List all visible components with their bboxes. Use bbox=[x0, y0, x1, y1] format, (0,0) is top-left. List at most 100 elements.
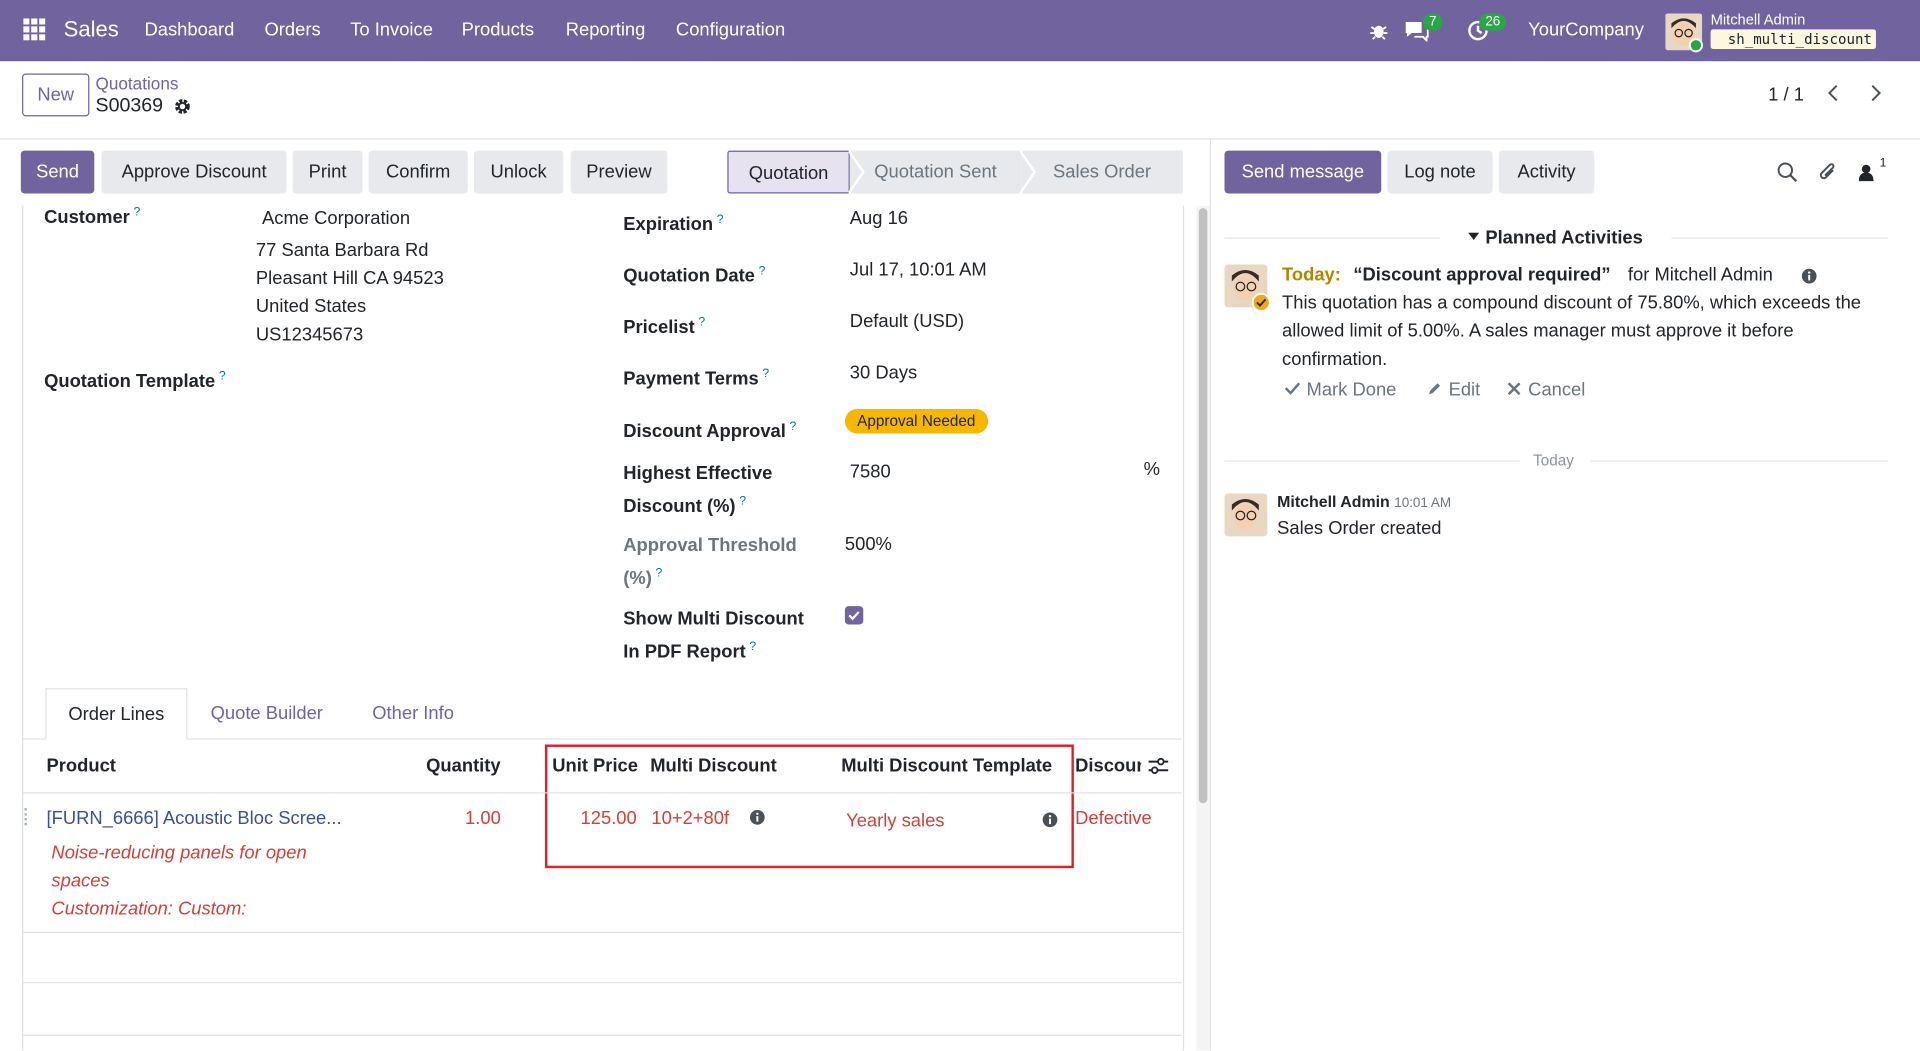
field-suffix: % bbox=[1143, 459, 1161, 481]
column-header[interactable]: Quantity bbox=[426, 755, 501, 777]
search-icon[interactable] bbox=[1777, 162, 1799, 184]
tab[interactable]: Other Info bbox=[372, 702, 454, 724]
action-label: Cancel bbox=[1528, 379, 1586, 401]
help-marker[interactable]: ? bbox=[739, 494, 747, 509]
help-marker[interactable]: ? bbox=[749, 640, 757, 654]
action-button[interactable]: Print bbox=[292, 150, 363, 194]
menu-item[interactable]: To Invoice bbox=[350, 19, 433, 41]
app-name[interactable]: Sales bbox=[63, 17, 119, 42]
help-marker[interactable]: ? bbox=[762, 367, 770, 381]
followers-icon[interactable] bbox=[1858, 164, 1876, 182]
company-name[interactable]: YourCompany bbox=[1528, 19, 1644, 41]
message-time: 10:01 AM bbox=[1394, 495, 1452, 511]
column-header[interactable]: Discount bbox=[1075, 755, 1141, 777]
breadcrumb-parent[interactable]: Quotations bbox=[95, 73, 179, 94]
info-icon[interactable] bbox=[1042, 812, 1058, 834]
separator-line bbox=[1671, 237, 1889, 239]
field-label: Payment Terms? bbox=[623, 360, 816, 393]
chatter-button[interactable]: Log note bbox=[1387, 150, 1493, 194]
help-marker[interactable]: ? bbox=[698, 315, 706, 330]
caret-icon[interactable] bbox=[1468, 232, 1480, 243]
action-label: Edit bbox=[1448, 379, 1481, 401]
action-button[interactable]: Unlock bbox=[473, 150, 564, 194]
info-glyph bbox=[750, 810, 765, 825]
customer-name[interactable]: Acme Corporation bbox=[262, 208, 411, 229]
menu-item[interactable]: Orders bbox=[264, 19, 321, 41]
chatter-button[interactable]: Activity bbox=[1498, 150, 1595, 194]
activity-summary: “Discount approval required” bbox=[1353, 264, 1611, 286]
help-marker[interactable]: ? bbox=[218, 369, 226, 384]
menu-item[interactable]: Configuration bbox=[675, 19, 786, 41]
activity-assignee: for Mitchell Admin bbox=[1627, 264, 1773, 286]
gear-icon[interactable] bbox=[174, 98, 191, 115]
tab[interactable]: Order Lines bbox=[45, 688, 188, 740]
debug-icon[interactable] bbox=[1369, 21, 1389, 41]
chatter-button[interactable]: Send message bbox=[1224, 150, 1382, 194]
address-line: US12345673 bbox=[255, 324, 364, 346]
pager-next[interactable] bbox=[1869, 83, 1884, 103]
help-marker[interactable]: ? bbox=[789, 420, 797, 434]
optional-columns-icon[interactable] bbox=[1147, 757, 1169, 777]
quantity: 1.00 bbox=[465, 808, 501, 829]
message-avatar bbox=[1224, 493, 1268, 537]
column-header[interactable]: Product bbox=[46, 755, 116, 777]
field-value: Aug 16 bbox=[849, 208, 909, 229]
label-text: Customer bbox=[44, 206, 130, 228]
field-label: Highest Effective Discount (%)? bbox=[623, 459, 816, 520]
new-button[interactable]: New bbox=[22, 73, 90, 117]
action-button[interactable]: Approve Discount bbox=[101, 150, 287, 194]
action-button[interactable]: Confirm bbox=[368, 150, 468, 194]
activity-action[interactable]: Edit bbox=[1427, 379, 1481, 401]
user-name: Mitchell Admin bbox=[1710, 11, 1806, 29]
unit-price: 125.00 bbox=[580, 808, 637, 829]
product-link[interactable]: [FURN_6666] Acoustic Bloc Scree... bbox=[46, 808, 342, 829]
message-body: Sales Order created bbox=[1277, 517, 1442, 539]
help-marker[interactable]: ? bbox=[133, 205, 141, 220]
pager-previous[interactable] bbox=[1826, 83, 1841, 103]
status-stage[interactable]: Sales Order bbox=[1021, 150, 1183, 194]
activity-when: Today: bbox=[1282, 264, 1341, 286]
planned-title[interactable]: Planned Activities bbox=[1485, 227, 1643, 249]
separator-line bbox=[1224, 460, 1520, 462]
action-icon bbox=[1428, 383, 1441, 395]
action-label: Mark Done bbox=[1306, 379, 1397, 401]
action-button[interactable]: Send bbox=[20, 150, 95, 194]
tab[interactable]: Quote Builder bbox=[210, 702, 323, 724]
attachment-icon[interactable] bbox=[1817, 160, 1839, 184]
field-value: 30 Days bbox=[849, 362, 918, 384]
info-glyph bbox=[1042, 812, 1058, 828]
activity-action[interactable]: Cancel bbox=[1506, 379, 1586, 401]
field-label: Expiration? bbox=[623, 206, 816, 239]
action-button[interactable]: Preview bbox=[570, 150, 668, 194]
field-label: Show Multi Discount In PDF Report? bbox=[623, 605, 816, 666]
field-label: Customer? bbox=[44, 206, 140, 228]
row-line bbox=[22, 1034, 1182, 1036]
status-stage[interactable]: Quotation bbox=[727, 150, 850, 194]
row-line bbox=[22, 792, 1182, 794]
date-separator: Today bbox=[1533, 451, 1574, 469]
column-header[interactable]: Unit Price bbox=[552, 755, 639, 777]
help-marker[interactable]: ? bbox=[655, 566, 663, 581]
checkbox[interactable] bbox=[844, 606, 864, 625]
activity-note: This quotation has a compound discount o… bbox=[1282, 292, 1862, 370]
column-header[interactable]: Multi Discount Template bbox=[841, 755, 1053, 777]
drag-handle[interactable] bbox=[24, 808, 29, 826]
user-avatar[interactable] bbox=[1665, 13, 1704, 53]
apps-icon[interactable] bbox=[23, 18, 46, 41]
label-text: Quotation Template bbox=[44, 371, 216, 392]
info-icon[interactable] bbox=[1801, 268, 1817, 284]
status-stage[interactable]: Quotation Sent bbox=[849, 150, 1022, 194]
menu-item[interactable]: Dashboard bbox=[144, 19, 235, 41]
info-icon[interactable] bbox=[749, 809, 765, 831]
activity-action[interactable]: Mark Done bbox=[1284, 379, 1397, 401]
help-marker[interactable]: ? bbox=[758, 264, 766, 278]
help-marker[interactable]: ? bbox=[716, 213, 724, 227]
menu-item[interactable]: Reporting bbox=[565, 19, 646, 41]
highlight-box bbox=[544, 744, 1074, 869]
message-author[interactable]: Mitchell Admin bbox=[1277, 492, 1390, 511]
activities-badge: 26 bbox=[1479, 13, 1507, 31]
row-line bbox=[22, 982, 1182, 984]
menu-item[interactable]: Products bbox=[461, 19, 535, 41]
activity-avatar bbox=[1224, 264, 1271, 312]
column-header[interactable]: Multi Discount bbox=[650, 755, 777, 777]
